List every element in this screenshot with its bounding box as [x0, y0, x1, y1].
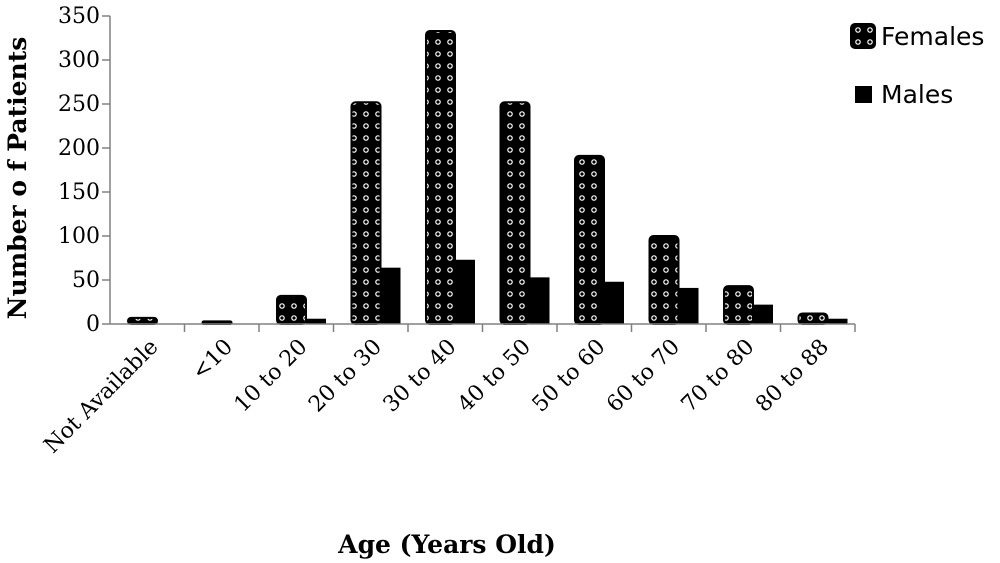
bars — [127, 29, 848, 326]
x-tick-label: 80 to 88 — [751, 335, 834, 418]
bar-males — [753, 304, 773, 324]
legend-swatch-males — [855, 86, 872, 103]
y-tick-label: 200 — [58, 136, 100, 161]
bar-females — [499, 101, 531, 325]
bar-males — [455, 259, 475, 324]
x-axis-title: Age (Years Old) — [337, 530, 556, 559]
x-tick-label: 40 to 50 — [453, 335, 536, 418]
y-tick-label: 350 — [58, 4, 100, 29]
x-tick-label: 30 to 40 — [379, 335, 462, 418]
bar-females — [723, 285, 754, 326]
x-tick-label: 10 to 20 — [230, 335, 313, 418]
bar-males — [529, 277, 550, 324]
x-tick-label: 20 to 30 — [304, 335, 387, 418]
y-axis-ticks: 0 50 100 150 200 250 300 350 — [58, 4, 110, 337]
bar-males — [604, 281, 624, 324]
bar-females — [276, 294, 307, 325]
y-tick-label: 100 — [58, 224, 100, 249]
bar-males — [306, 318, 326, 324]
x-tick-label: 70 to 80 — [677, 335, 760, 418]
bar-females — [797, 312, 829, 326]
legend-swatch-females — [850, 23, 876, 49]
y-tick-label: 300 — [58, 48, 100, 73]
y-tick-label: 150 — [58, 180, 100, 205]
y-tick-label: 250 — [58, 92, 100, 117]
y-axis-title: Number o f Patients — [3, 37, 32, 320]
y-tick-label: 0 — [86, 312, 100, 337]
bar-males — [380, 267, 401, 324]
x-tick-label: 50 to 60 — [528, 335, 611, 418]
legend: Females Males — [850, 22, 984, 109]
bar-females — [127, 316, 158, 325]
legend-label-males: Males — [881, 80, 953, 109]
y-tick-label: 50 — [72, 268, 100, 293]
bar-females — [425, 29, 456, 326]
legend-label-females: Females — [881, 22, 984, 51]
bar-males — [827, 318, 848, 324]
bar-females — [648, 235, 680, 325]
x-tick-label: <10 — [187, 335, 238, 386]
bar-females — [574, 154, 605, 325]
bar-females — [350, 101, 382, 325]
x-tick-label: 60 to 70 — [602, 335, 685, 418]
x-tick-label: Not Available — [40, 335, 164, 459]
bar-males — [678, 287, 699, 324]
